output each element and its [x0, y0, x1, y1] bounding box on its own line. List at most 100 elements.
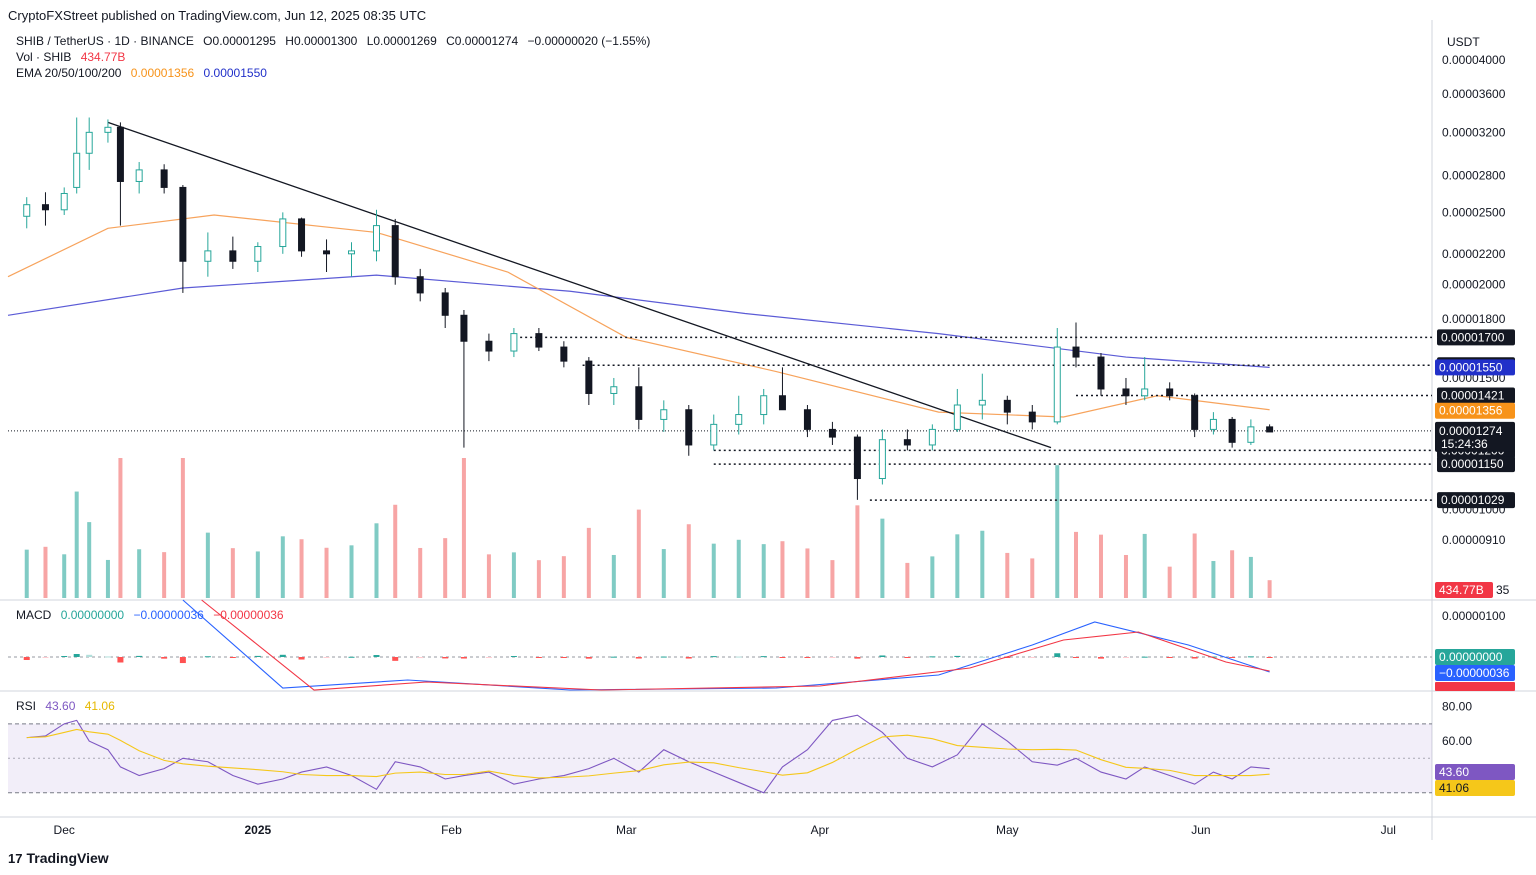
- candle-body: [161, 170, 167, 188]
- candle-body: [979, 400, 985, 405]
- macd-histogram-bar: [373, 655, 379, 657]
- candle-body: [442, 293, 448, 315]
- macd-axis-tick: 0.00000100: [1442, 609, 1506, 623]
- volume-bar: [181, 458, 185, 598]
- rsi-value-label: 43.60: [1439, 765, 1469, 779]
- candle-body: [74, 153, 80, 187]
- volume-bar: [1030, 558, 1034, 598]
- volume-bar: [855, 505, 859, 598]
- macd-histogram-bar: [711, 656, 717, 657]
- macd-histogram-bar: [299, 657, 305, 660]
- macd-line: [183, 600, 1270, 690]
- macd-histogram-bar: [686, 657, 692, 659]
- macd-histogram-bar: [804, 657, 810, 658]
- candle-body: [779, 396, 785, 410]
- time-axis-tick: 2025: [244, 823, 271, 837]
- volume-bar: [462, 458, 466, 598]
- time-axis-tick: Dec: [54, 823, 75, 837]
- tradingview-logo[interactable]: 17 TradingView: [8, 850, 109, 866]
- macd-line-label: −0.00000036: [1439, 666, 1510, 680]
- candle-body: [205, 251, 211, 261]
- candle-body: [61, 193, 67, 209]
- candle-body: [1229, 419, 1235, 442]
- volume-bar: [955, 534, 959, 598]
- volume-bar: [1230, 550, 1234, 598]
- candle-body: [1029, 412, 1035, 422]
- candle-body: [904, 440, 910, 445]
- price-axis-tick: 0.00002200: [1442, 247, 1506, 261]
- volume-bar: [393, 505, 397, 598]
- candle-body: [1167, 389, 1173, 396]
- macd-histogram-bar: [1029, 657, 1035, 658]
- candle-body: [929, 429, 935, 445]
- time-axis-tick: Apr: [811, 823, 830, 837]
- volume-bar: [780, 541, 784, 598]
- macd-histogram-bar: [661, 657, 667, 658]
- macd-histogram-bar: [1229, 657, 1235, 658]
- candle-body: [736, 415, 742, 425]
- volume-bar: [206, 533, 210, 598]
- macd-histogram-bar: [879, 655, 885, 657]
- candle-body: [561, 347, 567, 361]
- volume-bar: [1143, 534, 1147, 598]
- candle-body: [486, 341, 492, 351]
- candle-body: [879, 440, 885, 479]
- macd-histogram-bar: [854, 657, 860, 659]
- bar-countdown-label: 15:24:36: [1441, 437, 1488, 451]
- volume-bar: [256, 551, 260, 598]
- macd-histogram-bar: [611, 657, 617, 658]
- price-axis-tick: 0.00002500: [1442, 205, 1506, 219]
- candle-body: [299, 219, 305, 251]
- macd-histogram-bar: [829, 657, 835, 658]
- volume-bar: [737, 540, 741, 598]
- candle-body: [636, 387, 642, 420]
- macd-histogram-bar: [561, 657, 567, 658]
- macd-histogram-bar: [161, 657, 167, 659]
- candle-body: [1267, 427, 1273, 432]
- volume-bar: [1005, 553, 1009, 598]
- candle-body: [117, 127, 123, 181]
- candle-body: [611, 387, 617, 394]
- ema50-price-label: 0.00001356: [1439, 404, 1503, 418]
- tradingview-brand: TradingView: [26, 850, 108, 866]
- downtrend-line: [108, 122, 1051, 447]
- volume-bar: [687, 524, 691, 598]
- price-axis-tick: 0.00001800: [1442, 312, 1506, 326]
- macd-histogram-bar: [511, 656, 517, 657]
- macd-histogram-bar: [61, 656, 67, 657]
- candle-body: [1054, 347, 1060, 422]
- volume-bar: [62, 554, 66, 598]
- macd-histogram-bar: [1123, 657, 1129, 658]
- macd-histogram-bar: [205, 656, 211, 657]
- candle-body: [954, 405, 960, 429]
- volume-bar: [300, 539, 304, 598]
- level-label: 0.00001700: [1441, 330, 1505, 344]
- volume-price-label: 434.77B: [1439, 583, 1484, 597]
- volume-bar: [1168, 567, 1172, 598]
- rsi-axis-tick: 60.00: [1442, 734, 1472, 748]
- volume-bar: [43, 547, 47, 598]
- macd-histogram-bar: [1054, 653, 1060, 657]
- volume-bar: [106, 560, 110, 598]
- macd-histogram-bar: [86, 655, 92, 657]
- tradingview-logo-icon: 17: [8, 851, 22, 866]
- macd-histogram-bar: [255, 656, 261, 657]
- price-axis-tick: 0.00002800: [1442, 169, 1506, 183]
- candle-body: [86, 132, 92, 153]
- candle-body: [536, 334, 542, 347]
- volume-bar: [762, 544, 766, 598]
- volume-bar: [350, 545, 354, 598]
- volume-axis-tick: 35: [1496, 583, 1510, 597]
- time-axis-tick: Mar: [616, 823, 637, 837]
- volume-bar: [1193, 533, 1197, 598]
- volume-bar: [1055, 465, 1059, 598]
- candle-body: [1142, 389, 1148, 396]
- macd-histogram-bar: [24, 657, 30, 660]
- macd-histogram-bar: [1167, 657, 1173, 658]
- candle-body: [804, 410, 810, 430]
- volume-bar: [487, 554, 491, 598]
- macd-histogram-bar: [42, 657, 48, 658]
- volume-bar: [830, 560, 834, 598]
- volume-bar: [162, 552, 166, 598]
